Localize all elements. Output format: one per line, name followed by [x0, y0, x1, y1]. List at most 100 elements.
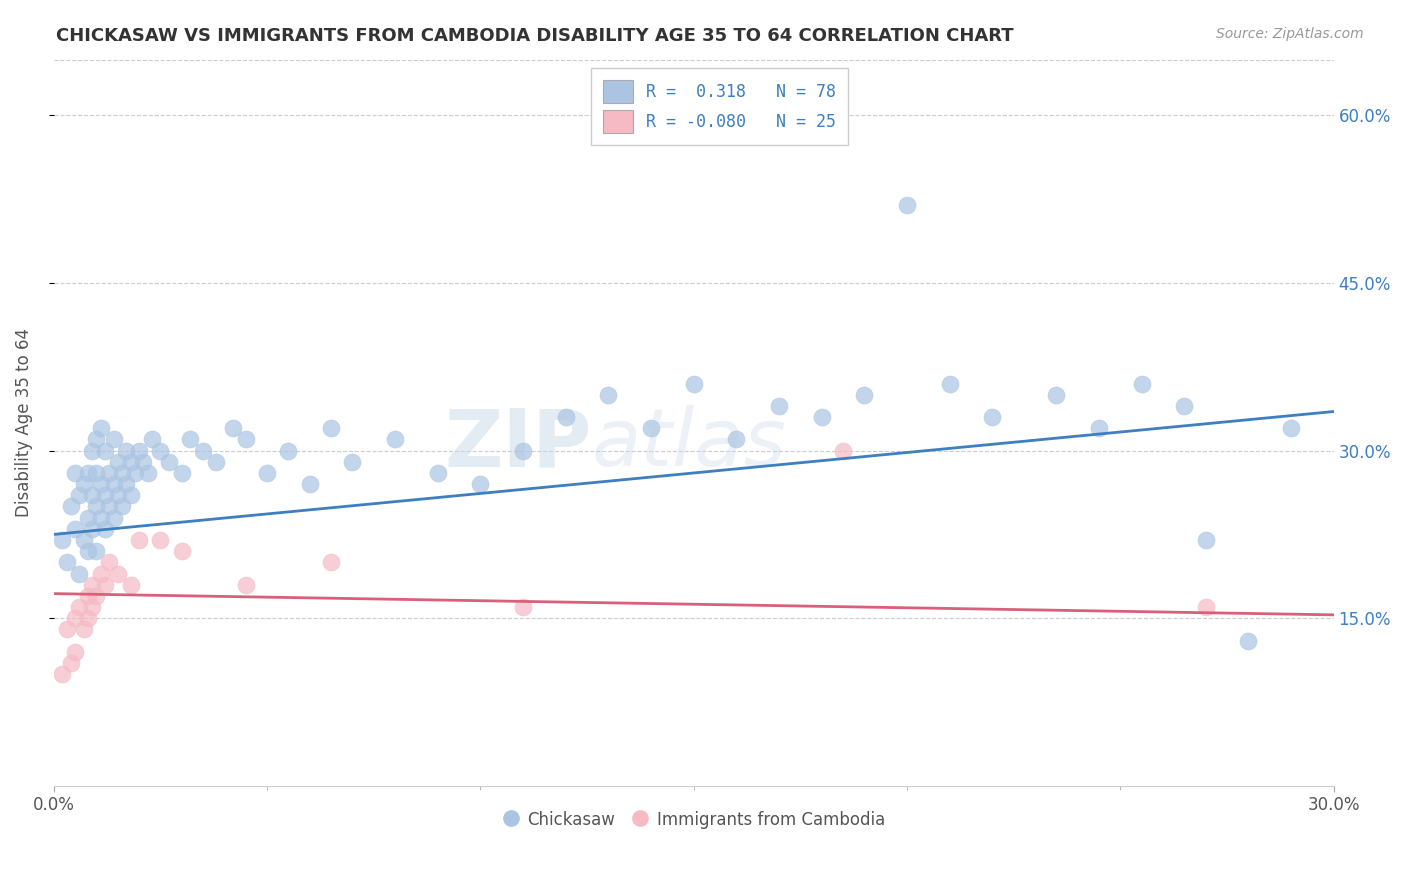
Point [205, 455, 228, 469]
Point [107, 488, 129, 502]
Point [981, 410, 1004, 425]
Point [149, 443, 172, 458]
Point [94, 488, 117, 502]
Point [90, 566, 112, 581]
Point [170, 466, 193, 480]
Point [321, 555, 343, 569]
Point [321, 421, 343, 435]
Point [132, 455, 155, 469]
Point [86, 433, 108, 447]
Point [141, 433, 163, 447]
Point [77, 589, 100, 603]
Point [103, 477, 125, 491]
Point [103, 433, 125, 447]
Point [77, 466, 100, 480]
Point [426, 466, 449, 480]
Point [67, 600, 90, 615]
Point [298, 477, 321, 491]
Point [1130, 376, 1153, 391]
Point [179, 433, 201, 447]
Point [124, 466, 146, 480]
Point [512, 443, 534, 458]
Point [86, 544, 108, 558]
Point [554, 410, 576, 425]
Point [170, 544, 193, 558]
Point [63, 645, 86, 659]
Point [277, 443, 299, 458]
Point [63, 466, 86, 480]
Point [111, 466, 134, 480]
Point [94, 443, 117, 458]
Point [98, 500, 121, 514]
Point [90, 510, 112, 524]
Point [235, 577, 257, 591]
Point [120, 488, 142, 502]
Point [115, 443, 138, 458]
Point [51, 667, 73, 681]
Point [120, 455, 142, 469]
Point [107, 455, 129, 469]
Point [63, 611, 86, 625]
Legend: Chickasaw, Immigrants from Cambodia: Chickasaw, Immigrants from Cambodia [496, 805, 891, 836]
Point [82, 488, 104, 502]
Point [120, 577, 142, 591]
Point [63, 522, 86, 536]
Point [94, 577, 117, 591]
Point [128, 443, 150, 458]
Point [768, 399, 790, 413]
Point [1195, 600, 1218, 615]
Point [810, 410, 832, 425]
Text: Source: ZipAtlas.com: Source: ZipAtlas.com [1216, 27, 1364, 41]
Point [938, 376, 960, 391]
Point [384, 433, 406, 447]
Point [86, 589, 108, 603]
Point [103, 510, 125, 524]
Point [512, 600, 534, 615]
Point [1045, 388, 1067, 402]
Point [136, 466, 159, 480]
Point [1279, 421, 1302, 435]
Point [107, 566, 129, 581]
Point [191, 443, 214, 458]
Point [256, 466, 278, 480]
Point [67, 488, 90, 502]
Point [111, 500, 134, 514]
Point [222, 421, 245, 435]
Point [896, 198, 918, 212]
Point [77, 510, 100, 524]
Point [157, 455, 180, 469]
Point [86, 500, 108, 514]
Point [640, 421, 662, 435]
Point [128, 533, 150, 547]
Point [725, 433, 748, 447]
Text: CHICKASAW VS IMMIGRANTS FROM CAMBODIA DISABILITY AGE 35 TO 64 CORRELATION CHART: CHICKASAW VS IMMIGRANTS FROM CAMBODIA DI… [56, 27, 1014, 45]
Point [342, 455, 364, 469]
Point [90, 421, 112, 435]
Point [149, 533, 172, 547]
Point [55, 555, 77, 569]
Point [59, 656, 82, 670]
Point [67, 566, 90, 581]
Point [90, 477, 112, 491]
Text: ZIP: ZIP [444, 406, 592, 483]
Point [82, 443, 104, 458]
Point [115, 477, 138, 491]
Point [73, 623, 96, 637]
Point [853, 388, 876, 402]
Point [94, 522, 117, 536]
Point [55, 623, 77, 637]
Point [77, 611, 100, 625]
Point [73, 533, 96, 547]
Point [1173, 399, 1195, 413]
Point [82, 577, 104, 591]
Point [86, 466, 108, 480]
Text: atlas: atlas [592, 406, 786, 483]
Point [77, 544, 100, 558]
Point [1195, 533, 1218, 547]
Point [51, 533, 73, 547]
Y-axis label: Disability Age 35 to 64: Disability Age 35 to 64 [15, 328, 32, 517]
Point [470, 477, 492, 491]
Point [82, 600, 104, 615]
Point [82, 522, 104, 536]
Point [598, 388, 620, 402]
